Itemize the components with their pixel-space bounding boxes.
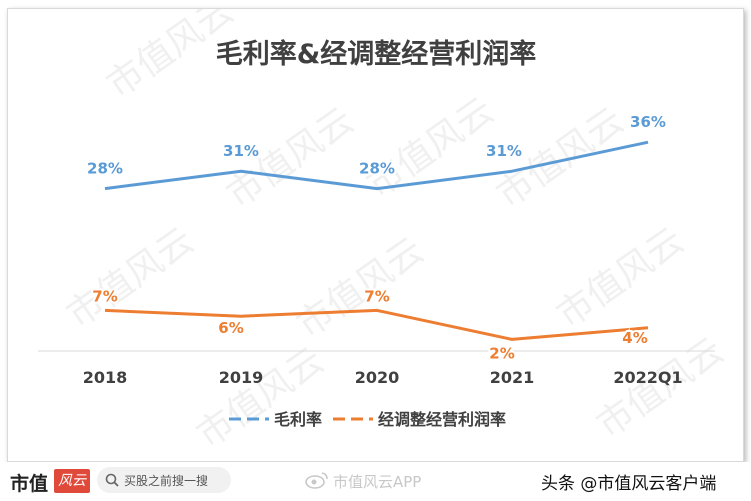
- footer-bar: 市值 风云 买股之前搜一搜 市值风云APP 头条 @市值风云客户端: [0, 462, 751, 501]
- search-box[interactable]: 买股之前搜一搜: [97, 467, 231, 493]
- data-label: 28%: [359, 160, 395, 178]
- series-line-adjusted-op-margin: [104, 308, 649, 341]
- legend: 毛利率 经调整经营利润率: [229, 410, 506, 429]
- legend-label-adjusted-op-margin: 经调整经营利润率: [378, 410, 506, 429]
- data-label: 31%: [223, 142, 259, 160]
- legend-item-adjusted-op-margin: 经调整经营利润率: [333, 410, 506, 429]
- chart-title: 毛利率&经调整经营利润率: [216, 38, 537, 70]
- data-label: 7%: [364, 287, 389, 305]
- x-tick-labels: 2018 2019 2020 2021 2022Q1: [83, 368, 683, 387]
- x-tick-label: 2018: [83, 368, 128, 387]
- search-icon: [105, 473, 119, 487]
- x-tick-label: 2021: [490, 368, 535, 387]
- chart-frame: 市值风云 市值风云 市值风云 市值风云 市值风云 市值风云 市值风云 市值风云 市值风云 毛利率…: [7, 8, 744, 462]
- series-layer: 28% 31% 28% 31% 36% 7% 6% 7% 2% 4%: [85, 111, 668, 364]
- data-label: 36%: [630, 113, 666, 131]
- data-label: 4%: [622, 329, 647, 347]
- x-tick-label: 2019: [219, 368, 264, 387]
- data-label: 7%: [92, 287, 117, 305]
- legend-item-gross-margin: 毛利率: [229, 410, 322, 429]
- source-app-label: 市值风云APP: [333, 473, 422, 491]
- data-label: 31%: [486, 142, 522, 160]
- weibo-icon: [305, 472, 328, 489]
- x-tick-label: 2020: [355, 368, 400, 387]
- data-label: 28%: [87, 160, 123, 178]
- brand-logo-text: 风云: [58, 473, 86, 489]
- brand-logo[interactable]: 风云: [54, 469, 90, 493]
- data-label: 2%: [489, 344, 514, 362]
- x-tick-label: 2022Q1: [613, 368, 682, 387]
- toutiao-attribution[interactable]: 头条 @市值风云客户端: [541, 474, 717, 494]
- data-label: 6%: [218, 319, 243, 337]
- search-placeholder: 买股之前搜一搜: [124, 474, 209, 488]
- legend-label-gross-margin: 毛利率: [274, 410, 322, 429]
- chart: 毛利率&经调整经营利润率 28% 31% 28% 31% 36% 7% 6% 7% 2% 4% 2…: [38, 38, 715, 429]
- brand-name[interactable]: 市值: [10, 473, 49, 495]
